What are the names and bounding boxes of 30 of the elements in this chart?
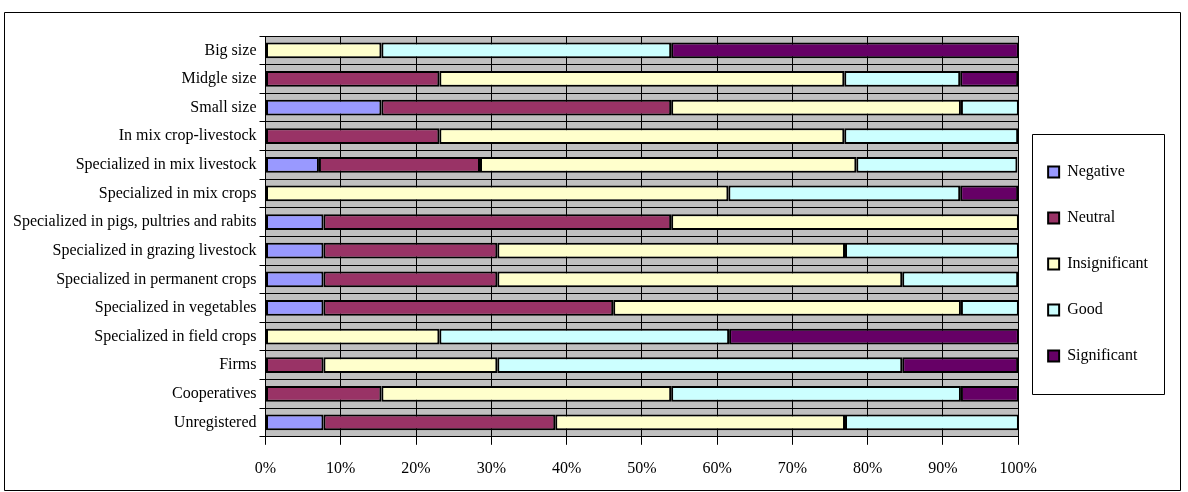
x-tick-label: 10%	[326, 458, 356, 476]
y-tick-label: Specialized in vegetables	[94, 298, 257, 317]
y-tick-label: Big size	[204, 40, 257, 59]
y-tick-label: Small size	[190, 97, 257, 115]
y-tick-label: Cooperatives	[172, 384, 257, 403]
x-tick-label: 100%	[999, 458, 1037, 476]
y-tick-label: Specialized in pigs, pultries and rabits	[13, 212, 257, 231]
y-tick-label: Specialized in mix crops	[98, 183, 257, 202]
x-tick-label: 20%	[401, 458, 431, 476]
legend-label: Insignificant	[1067, 254, 1149, 273]
legend-label: Significant	[1067, 346, 1138, 365]
x-tick-label: 50%	[627, 458, 657, 476]
x-tick-label: 60%	[702, 458, 732, 476]
legend-label: Negative	[1067, 162, 1125, 181]
x-tick-label: 30%	[476, 458, 506, 476]
y-tick-label: Midgle size	[181, 69, 257, 88]
y-tick-label: Specialized in mix livestock	[75, 155, 257, 174]
x-tick-label: 80%	[852, 458, 883, 476]
y-tick-label: Firms	[219, 355, 257, 373]
y-tick-label: Specialized in grazing livestock	[52, 240, 257, 259]
y-tick-label: Unregistered	[173, 412, 257, 431]
y-tick-label: Specialized in field crops	[94, 326, 257, 345]
x-tick-label: 0%	[254, 458, 277, 476]
x-tick-label: 90%	[928, 458, 958, 476]
legend-label: Good	[1067, 300, 1103, 318]
y-tick-label: Specialized in permanent crops	[56, 269, 257, 288]
x-tick-label: 70%	[777, 458, 808, 476]
legend-label: Neutral	[1067, 208, 1116, 226]
x-tick-label: 40%	[551, 458, 582, 476]
y-tick-label: In mix crop-livestock	[118, 126, 257, 145]
